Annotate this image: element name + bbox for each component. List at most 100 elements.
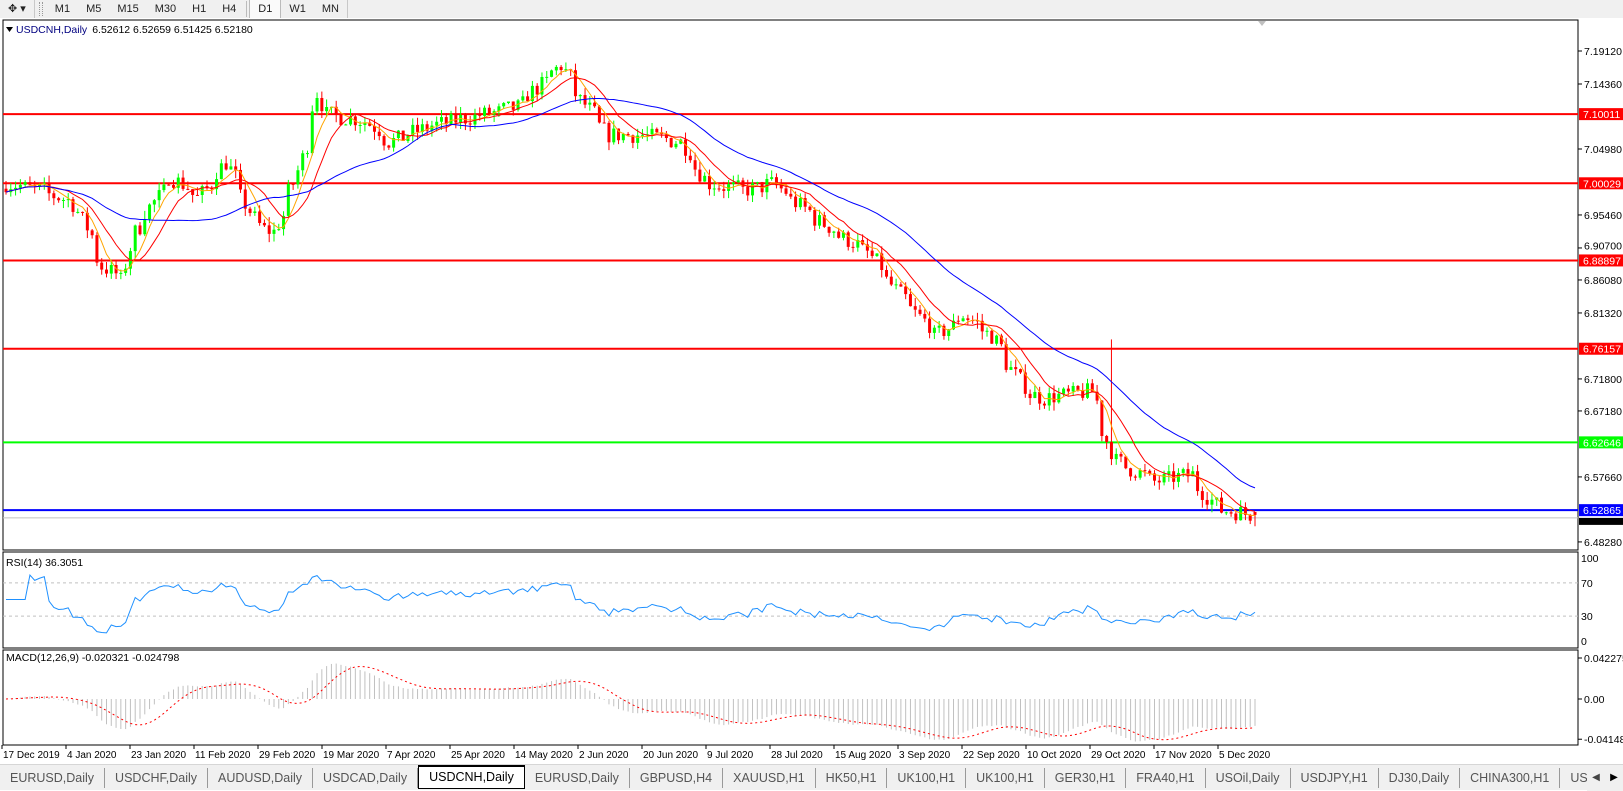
crosshair-dropdown-icon[interactable]: ✥ ▾ — [8, 3, 26, 15]
candle — [1119, 451, 1123, 463]
candle-body — [368, 122, 372, 126]
candle — [420, 118, 424, 137]
chart-tab[interactable]: GER30,H1 — [1045, 767, 1127, 788]
candle — [703, 172, 707, 182]
candle — [1109, 339, 1113, 466]
candle — [865, 238, 869, 259]
candle — [282, 211, 286, 236]
candle — [645, 126, 649, 142]
timeframe-d1[interactable]: D1 — [249, 0, 282, 18]
timeframe-w1[interactable]: W1 — [289, 3, 306, 15]
candle-body — [186, 188, 190, 190]
candle — [195, 187, 199, 196]
timeframe-m1[interactable]: M1 — [54, 3, 71, 15]
candle — [253, 206, 257, 216]
candle — [1167, 465, 1171, 482]
candle-body — [286, 183, 290, 216]
timeframe-h1[interactable]: H1 — [192, 3, 207, 15]
chart-canvas[interactable]: 7.19120 7.14360 7.04980 6.95460 6.90700 6.860… — [0, 18, 1623, 762]
chart-tab[interactable]: CHINA300,H1 — [1460, 767, 1561, 788]
tab-scroll-left-icon[interactable]: ◀ — [1592, 772, 1600, 783]
candle-body — [444, 117, 448, 124]
candle-body — [904, 286, 908, 295]
candle — [1181, 467, 1185, 477]
candle-body — [650, 128, 654, 135]
candle — [1229, 509, 1233, 517]
chart-tab[interactable]: GBPUSD,H4 — [630, 767, 724, 788]
candle-body — [813, 209, 817, 226]
chart-tab[interactable]: UK100,H1 — [887, 767, 967, 788]
toolbar-grip[interactable] — [38, 2, 43, 16]
chart-tab[interactable]: FRA40,H1 — [1126, 767, 1206, 788]
chart-tab[interactable]: DJ30,Daily — [1379, 767, 1461, 788]
chart-tab[interactable]: EURUSD,Daily — [0, 767, 106, 788]
tab-scroll-right-icon[interactable]: ▶ — [1610, 772, 1618, 783]
candle — [301, 150, 305, 177]
macd-signal-line — [5, 666, 1256, 741]
candle — [128, 247, 132, 276]
date-tick-label: 3 Sep 2020 — [899, 750, 951, 761]
chart-tab[interactable]: XAUUSD,H1 — [723, 767, 816, 788]
candle-body — [928, 318, 932, 333]
candle — [95, 232, 99, 267]
candle — [353, 114, 357, 131]
candle-body — [301, 153, 305, 171]
chart-tab[interactable]: USDCNH,Daily — [418, 764, 525, 789]
timeframe-m30[interactable]: M30 — [154, 3, 177, 15]
chart-tab[interactable]: EURUSD,Daily — [525, 767, 630, 788]
candle — [1095, 384, 1099, 405]
candle-body — [334, 106, 338, 115]
candle-body — [985, 330, 989, 332]
rsi-tick-label: 70 — [1581, 578, 1593, 590]
candle — [980, 313, 984, 340]
candle-body — [707, 175, 711, 190]
candle-body — [530, 85, 534, 102]
chart-window[interactable]: 7.19120 7.14360 7.04980 6.95460 6.90700 6.860… — [0, 18, 1623, 762]
price-level-label-bg — [1579, 254, 1623, 267]
candle-body — [401, 130, 405, 141]
candle-body — [784, 188, 788, 194]
candle-body — [47, 183, 51, 194]
candle-body — [511, 101, 515, 110]
candle-body — [980, 320, 984, 332]
timeframe-m15[interactable]: M15 — [117, 3, 139, 15]
chart-tab[interactable]: USOil,Daily — [1206, 767, 1291, 788]
candle — [1081, 383, 1085, 401]
candle — [81, 211, 85, 216]
candle — [200, 184, 204, 204]
candle-body — [506, 101, 510, 104]
candle-body — [932, 327, 936, 333]
candle — [435, 116, 439, 132]
candle — [1028, 389, 1032, 405]
candle — [822, 211, 826, 228]
chart-tab[interactable]: UK100,H1 — [966, 767, 1045, 788]
date-tick-label: 7 Apr 2020 — [387, 750, 436, 761]
date-tick-label: 4 Jan 2020 — [67, 750, 117, 761]
chart-tab[interactable]: USDCAD,Daily — [313, 767, 419, 788]
candle-body — [550, 70, 554, 77]
candle — [516, 98, 520, 112]
chart-tab[interactable]: AUDUSD,Daily — [208, 767, 314, 788]
candle-body — [14, 187, 18, 190]
price-level-label-bg — [1579, 108, 1623, 121]
candle — [808, 205, 812, 212]
chart-tab[interactable]: USDJPY,H1 — [1291, 767, 1379, 788]
candle-body — [923, 313, 927, 319]
timeframe-mn[interactable]: MN — [321, 3, 339, 15]
candle — [143, 210, 147, 237]
timeframe-m5[interactable]: M5 — [86, 3, 102, 15]
candle-body — [679, 139, 683, 144]
candle-body — [789, 193, 793, 197]
candle-body — [698, 169, 702, 182]
candle — [4, 181, 8, 195]
candle-body — [1071, 385, 1075, 392]
ma-slow-line — [5, 97, 1256, 489]
candle-body — [712, 188, 716, 190]
candle — [1023, 364, 1027, 398]
chart-tab[interactable]: USDCHF,Daily — [105, 767, 208, 788]
symbol-label: USDCNH,Daily — [16, 24, 88, 36]
chart-tab[interactable]: USOil, — [1560, 768, 1587, 788]
timeframe-h4[interactable]: H4 — [222, 3, 237, 15]
chart-tab[interactable]: HK50,H1 — [816, 767, 888, 788]
date-tick-label: 9 Jul 2020 — [707, 750, 754, 761]
